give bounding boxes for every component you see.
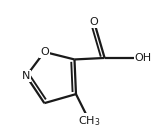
Text: CH$_3$: CH$_3$ xyxy=(78,114,101,128)
Text: O: O xyxy=(90,17,98,27)
Text: OH: OH xyxy=(135,53,152,63)
Text: N: N xyxy=(22,71,30,81)
Text: O: O xyxy=(40,47,49,57)
